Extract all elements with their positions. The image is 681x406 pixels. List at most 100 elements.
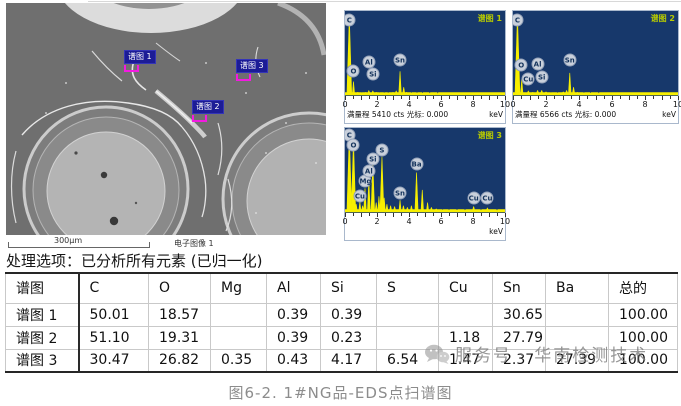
axis-tick	[678, 96, 679, 100]
axis-tick-label: 4	[406, 100, 412, 109]
element-label-C: C	[345, 13, 356, 26]
element-label-Cu: Cu	[353, 189, 367, 203]
sem-marker-label: 谱图 1	[124, 50, 156, 64]
element-label-Cu: Cu	[480, 191, 494, 205]
col-header-Mg: Mg	[210, 272, 267, 304]
eds-spectrum-panel-2: 谱图 2 C O Cu Al Si Sn 0 2 4 6 8 10 满量程 6566 cts 光标: 0.…	[510, 10, 681, 124]
data-cell: 0.39	[266, 302, 321, 327]
col-header-S: S	[376, 272, 439, 304]
axis-tick	[465, 213, 466, 216]
data-cell: 50.01	[78, 302, 149, 327]
sem-scalebar: 300μm 电子图像 1	[6, 235, 326, 251]
axis-tick	[489, 213, 490, 217]
col-header-Cu: Cu	[438, 272, 493, 304]
axis-tick	[457, 96, 458, 100]
axis-tick-label: 8	[470, 217, 476, 226]
sem-micrograph	[6, 3, 326, 235]
axis-tick-label: 0	[342, 100, 348, 109]
element-label-C: C	[513, 13, 524, 26]
axis-tick	[449, 213, 450, 216]
col-header-O: O	[148, 272, 211, 304]
sem-marker-label: 谱图 3	[236, 59, 268, 73]
axis-tick	[612, 96, 613, 100]
kev-unit-label: keV	[489, 110, 503, 119]
axis-tick-label: 2	[374, 100, 380, 109]
eds-spectrum-panel-1: 谱图 1 C O Al Si Sn 0 2 4 6 8 10 满量程 5410 cts 光标: 0.00…	[342, 10, 510, 124]
axis-tick	[417, 96, 418, 99]
axis-tick-label: 10	[499, 217, 511, 226]
spectrum-title: 谱图 1	[477, 14, 502, 23]
axis-tick	[505, 96, 506, 100]
axis-tick-label: 8	[642, 100, 648, 109]
axis-tick-label: 0	[342, 217, 348, 226]
spectrum-curve	[345, 132, 505, 213]
axis-tick	[645, 96, 646, 100]
watermark: 服务号 · 华南检测技术	[424, 341, 648, 366]
axis-tick	[417, 213, 418, 216]
watermark-text: 服务号 · 华南检测技术	[455, 346, 649, 366]
element-label-Cu: Cu	[521, 72, 535, 86]
electron-image-label: 电子图像 1	[174, 239, 214, 248]
axis-tick	[433, 213, 434, 216]
element-label-O: O	[514, 58, 528, 72]
axis-tick	[465, 96, 466, 99]
data-cell: 4.17	[320, 348, 377, 373]
axis-tick	[425, 96, 426, 100]
axis-tick	[497, 96, 498, 99]
full-scale-text: 满量程 6566 cts 光标: 0.000	[515, 110, 617, 119]
sem-marker-point-icon	[124, 65, 139, 72]
col-header-Si: Si	[320, 272, 377, 304]
element-label-Si: Si	[535, 70, 549, 84]
axis-tick	[529, 96, 531, 100]
axis-tick	[457, 213, 458, 217]
axis-tick	[554, 96, 556, 99]
col-header-总的: 总的	[608, 272, 678, 304]
data-cell: 26.82	[148, 348, 211, 373]
axis-tick	[433, 96, 434, 99]
data-cell	[210, 325, 267, 350]
data-cell: 6.54	[376, 348, 439, 373]
data-cell: 0.43	[266, 348, 321, 373]
axis-tick	[481, 96, 482, 99]
data-cell: 30.47	[78, 348, 149, 373]
data-cell: 27.79	[492, 325, 546, 350]
row-label: 谱图 2	[5, 325, 80, 350]
element-label-O: O	[346, 64, 360, 78]
axis-tick	[385, 96, 386, 99]
data-cell: 19.31	[148, 325, 211, 350]
sem-marker-point-icon	[192, 115, 207, 122]
processing-options-line: 处理选项：已分析所有元素 (已归一化)	[6, 252, 263, 270]
axis-tick	[505, 213, 506, 217]
data-cell: 2.37	[492, 348, 546, 373]
spectrum-title: 谱图 3	[477, 131, 502, 140]
data-cell	[545, 302, 609, 327]
x-axis: 0 2 4 6 8 10	[342, 96, 510, 109]
axis-tick	[603, 96, 605, 99]
axis-tick	[393, 213, 394, 217]
axis-tick-label: 2	[374, 217, 380, 226]
spectrum-plot-area: 谱图 1 C O Al Si Sn	[345, 11, 505, 96]
spectrum-curve	[513, 15, 678, 96]
axis-tick	[537, 96, 539, 99]
axis-tick-label: 4	[406, 217, 412, 226]
data-cell	[545, 325, 609, 350]
data-cell: 1.18	[438, 325, 493, 350]
axis-tick	[669, 96, 671, 99]
element-label-Sn: Sn	[393, 53, 407, 67]
x-axis: 0 2 4 6 8 10	[342, 213, 510, 226]
axis-tick-label: 6	[438, 100, 444, 109]
axis-tick	[369, 96, 370, 99]
axis-tick	[587, 96, 589, 99]
element-label-Sn: Sn	[563, 53, 577, 67]
axis-tick	[481, 213, 482, 216]
table-row: 谱图 3 30.47 26.82 0.35 0.43 4.17 6.54 1.47 2.37 27…	[5, 348, 678, 373]
axis-tick-label: 10	[499, 100, 511, 109]
data-cell: 100.00	[608, 348, 678, 373]
element-label-Mg: Mg	[358, 174, 372, 188]
axis-tick	[361, 213, 362, 217]
axis-tick	[369, 213, 370, 216]
element-label-Cu: Cu	[467, 191, 481, 205]
axis-tick	[570, 96, 572, 99]
scalebar-bracket	[8, 242, 150, 248]
data-cell: 0.23	[320, 325, 377, 350]
